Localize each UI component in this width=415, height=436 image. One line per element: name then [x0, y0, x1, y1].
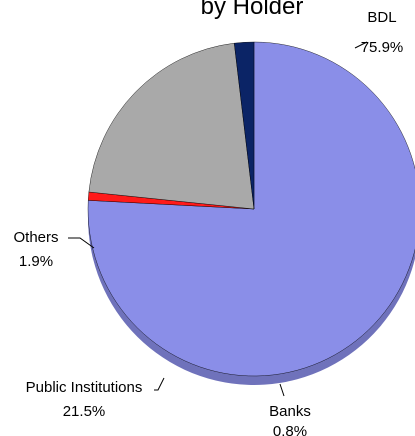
slice-value-banks: 0.8%	[273, 423, 307, 436]
leader-line-banks	[279, 383, 285, 397]
pie-slices	[87, 41, 415, 377]
slice-label-others: Others	[13, 229, 58, 246]
slice-others	[234, 41, 255, 210]
leader-line-others	[68, 237, 95, 249]
slice-public-institutions	[88, 42, 255, 210]
slice-label-public-institutions: Public Institutions	[26, 379, 143, 396]
leader-line-public-institutions	[154, 377, 165, 391]
leader-line-bdl	[354, 41, 368, 49]
slice-value-bdl: 75.9%	[361, 39, 404, 56]
slice-value-public-institutions: 21.5%	[63, 403, 106, 420]
chart-title: by Holder	[201, 0, 304, 20]
slice-value-others: 1.9%	[19, 253, 53, 270]
slice-label-bdl: BDL	[367, 9, 396, 26]
slice-label-banks: Banks	[269, 403, 311, 420]
leader-lines	[68, 41, 368, 397]
